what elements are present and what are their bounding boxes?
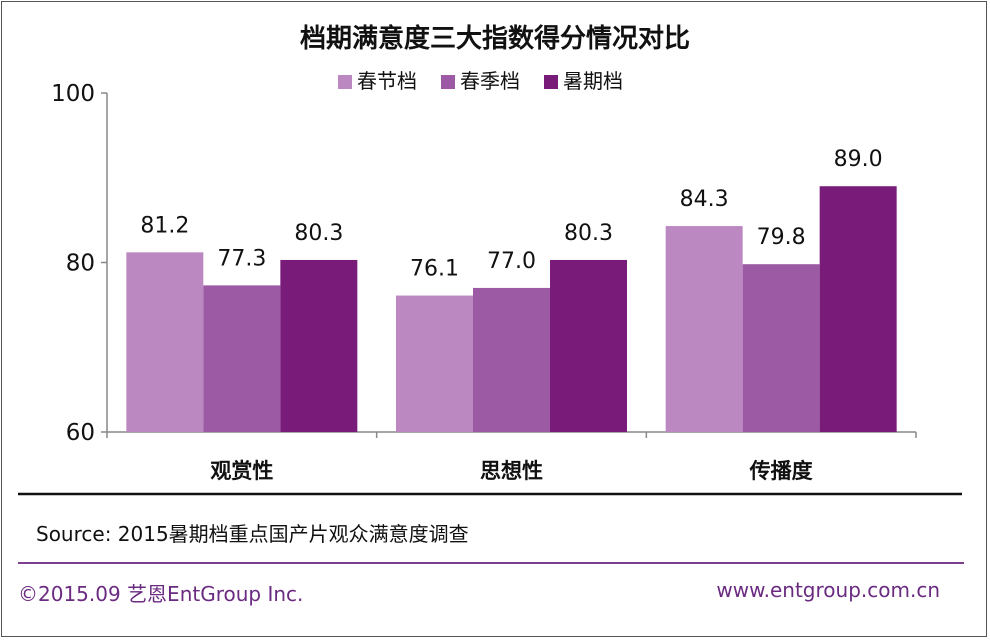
legend-swatch xyxy=(338,75,352,89)
bar xyxy=(126,252,204,432)
y-tick-label: 80 xyxy=(66,251,95,277)
source-note: Source: 2015暑期档重点国产片观众满意度调查 xyxy=(36,522,469,546)
legend-label: 春季档 xyxy=(460,69,520,93)
legend-swatch xyxy=(544,75,558,89)
legend-label: 暑期档 xyxy=(563,69,623,93)
bar xyxy=(742,264,820,432)
y-tick-label: 60 xyxy=(66,420,95,446)
copyright-text: ©2015.09 艺恩EntGroup Inc. xyxy=(18,582,304,606)
bar-value-label: 76.1 xyxy=(410,257,459,282)
bar xyxy=(396,295,473,432)
bar-value-label: 77.3 xyxy=(217,246,266,271)
legend-label: 春节档 xyxy=(357,69,417,93)
bar xyxy=(280,259,358,432)
chart-title: 档期满意度三大指数得分情况对比 xyxy=(299,24,690,54)
bar xyxy=(473,287,550,432)
bar-value-label: 81.2 xyxy=(140,213,189,238)
x-category-label: 观赏性 xyxy=(210,459,273,483)
x-category-label: 思想性 xyxy=(480,459,543,483)
x-category-label: 传播度 xyxy=(749,459,813,483)
bar-value-label: 80.3 xyxy=(294,221,343,246)
bar xyxy=(203,285,281,432)
bar-value-label: 89.0 xyxy=(834,147,883,172)
bar-value-label: 84.3 xyxy=(680,187,729,212)
website-link[interactable]: www.entgroup.com.cn xyxy=(716,578,940,602)
bar-value-label: 80.3 xyxy=(564,221,613,246)
y-tick-label: 100 xyxy=(51,81,95,107)
bar xyxy=(819,186,897,432)
legend-swatch xyxy=(441,75,455,89)
bar xyxy=(550,259,627,432)
footer-divider xyxy=(18,562,964,564)
bar xyxy=(665,226,743,432)
bar-value-label: 79.8 xyxy=(757,225,806,250)
bar-value-label: 77.0 xyxy=(487,249,536,274)
